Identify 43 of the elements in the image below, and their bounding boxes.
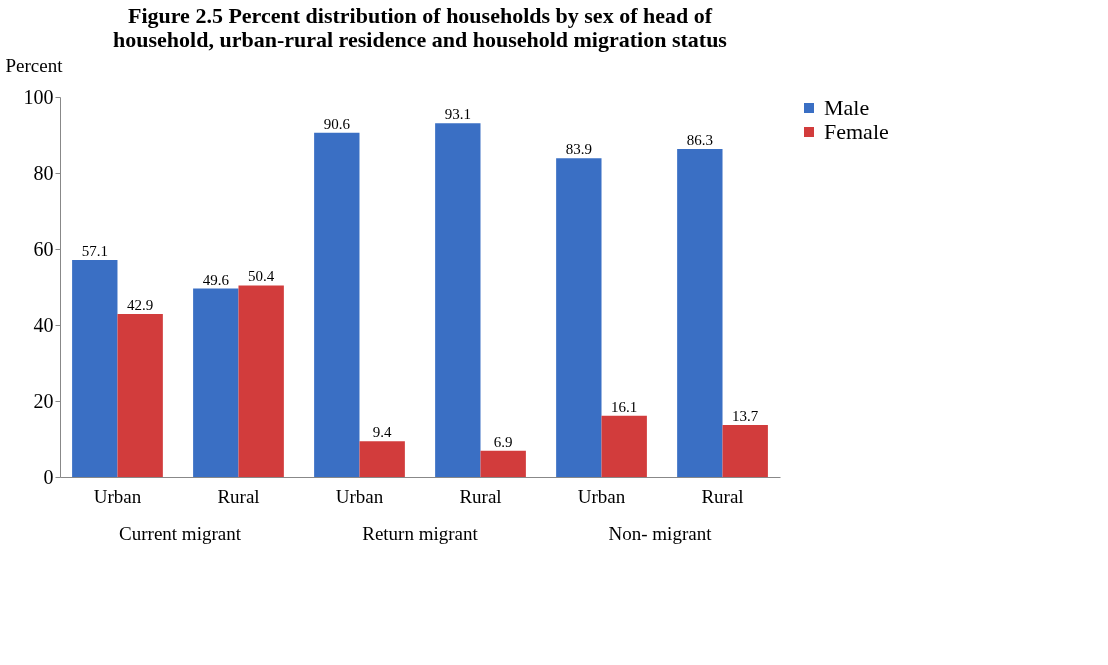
bar xyxy=(72,260,118,477)
x-tick-label: Urban xyxy=(335,485,384,507)
bar xyxy=(480,450,526,477)
data-label: 57.1 xyxy=(81,243,108,260)
data-label: 93.1 xyxy=(444,106,471,123)
bar xyxy=(556,158,602,477)
data-label: 50.4 xyxy=(248,268,275,285)
y-tick-label: 20 xyxy=(33,389,54,412)
y-tick-label: 80 xyxy=(33,161,54,184)
y-tick-label: 0 xyxy=(43,465,54,488)
data-label: 90.6 xyxy=(323,115,351,132)
data-label: 6.9 xyxy=(493,433,513,450)
chart-title: Figure 2.5 Percent distribution of households by sex of head of household, urban-rural residence and household migration status xyxy=(113,3,728,52)
x-tick-label: Urban xyxy=(577,485,626,507)
data-label: 83.9 xyxy=(565,141,592,158)
x-tick-label: Rural xyxy=(459,485,502,507)
legend-label: Male xyxy=(824,95,870,120)
bar xyxy=(435,123,481,477)
x-tick-label: Rural xyxy=(217,485,260,507)
bar xyxy=(193,288,239,477)
bar xyxy=(238,285,284,477)
bar xyxy=(117,313,163,477)
text: Current migrant xyxy=(119,523,242,544)
y-tick-label: 40 xyxy=(33,313,54,336)
bar xyxy=(722,424,768,477)
bar xyxy=(359,441,405,477)
data-label: 86.3 xyxy=(686,132,713,149)
bar xyxy=(677,149,723,477)
data-label: 16.1 xyxy=(611,398,638,415)
data-label: 13.7 xyxy=(732,407,759,424)
y-axis-title: Percent xyxy=(5,54,64,76)
data-label: 42.9 xyxy=(127,296,154,313)
data-label: 9.4 xyxy=(372,424,393,441)
x-tick-label: Rural xyxy=(701,485,744,507)
legend-label: Female xyxy=(824,119,889,144)
x-tick-label: Urban xyxy=(93,485,142,507)
text: Return migrant xyxy=(362,523,479,544)
data-label: 49.6 xyxy=(202,271,230,288)
text: Non- migrant xyxy=(608,523,713,544)
y-tick-label: 60 xyxy=(33,237,54,260)
bar xyxy=(314,132,360,477)
bar xyxy=(601,415,647,477)
y-tick-label: 100 xyxy=(23,85,54,108)
